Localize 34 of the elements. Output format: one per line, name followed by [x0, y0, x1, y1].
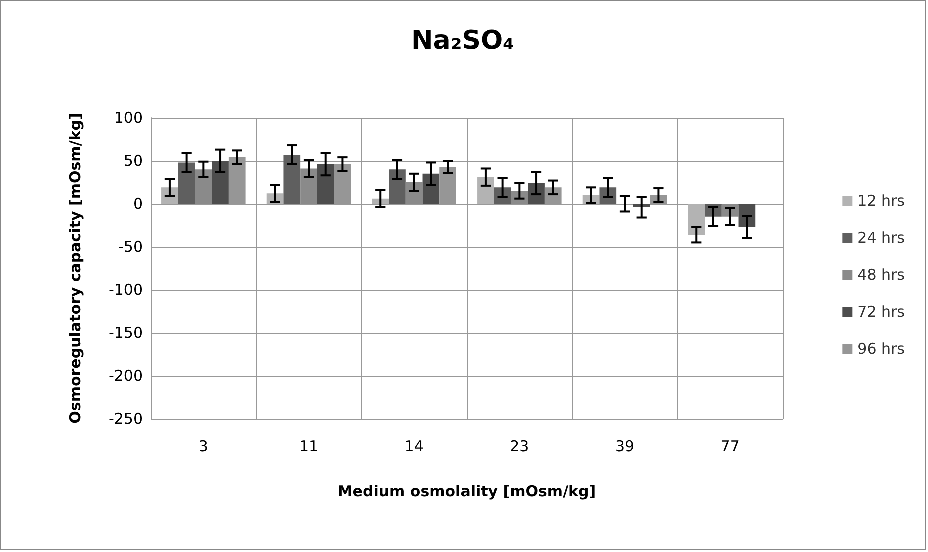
bar — [422, 174, 440, 204]
bar — [284, 154, 301, 204]
legend-label: 12 hrs — [858, 192, 906, 210]
bar — [738, 204, 756, 228]
y-tick-label: 100 — [114, 109, 143, 127]
y-tick-label: -50 — [118, 238, 143, 256]
legend-label: 24 hrs — [858, 229, 906, 247]
bar — [478, 177, 494, 204]
y-axis-title: Osmoregulatory capacity [mOsm/kg] — [66, 113, 84, 424]
legend-label: 96 hrs — [858, 340, 906, 358]
chart-title: Na₂SO₄ — [412, 26, 514, 56]
y-tick-label: -250 — [108, 410, 143, 428]
bar — [212, 161, 229, 204]
x-tick-label: 23 — [510, 438, 530, 456]
x-tick-label: 3 — [198, 438, 208, 456]
y-tick-label: 50 — [124, 152, 143, 170]
y-tick-label: -200 — [108, 367, 143, 385]
y-tick-label: -100 — [108, 281, 143, 299]
legend-label: 48 hrs — [858, 266, 906, 284]
legend-label: 72 hrs — [858, 303, 906, 321]
x-axis-title: Medium osmolality [mOsm/kg] — [338, 482, 596, 500]
x-tick-label: 14 — [404, 438, 424, 456]
bar — [406, 182, 423, 204]
y-tick-label: 0 — [133, 195, 143, 213]
x-tick-label: 77 — [720, 438, 740, 456]
bar — [317, 164, 334, 204]
bar — [195, 170, 212, 204]
bar — [178, 162, 196, 204]
bar — [300, 168, 318, 204]
x-tick-label: 11 — [299, 438, 319, 456]
x-tick-label: 39 — [615, 438, 635, 456]
bar — [688, 204, 706, 235]
bar — [389, 170, 406, 204]
y-tick-label: -150 — [108, 324, 143, 342]
